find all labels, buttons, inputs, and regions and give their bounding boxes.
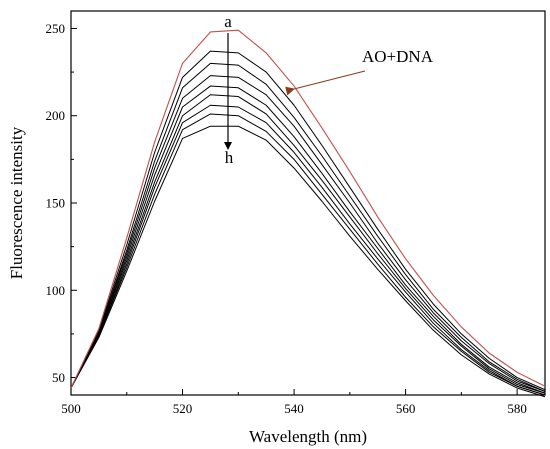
x-tick-label: 520 [173, 401, 193, 416]
series-lines [70, 29, 546, 398]
series-line-2 [70, 62, 546, 392]
y-tick-label: 50 [52, 370, 65, 385]
plot-frame [70, 10, 546, 396]
x-axis-title: Wavelength (nm) [249, 427, 367, 446]
series-line-7 [70, 113, 546, 396]
x-tick-label: 560 [396, 401, 416, 416]
series-line-6 [70, 104, 546, 396]
label-a: a [224, 12, 232, 31]
y-tick-label: 200 [46, 108, 66, 123]
y-axis-ticks: 50 100 150 200 250 [46, 21, 77, 385]
series-line-8 [70, 125, 546, 398]
series-line-4 [70, 85, 546, 394]
y-axis-title: Fluorescence intensity [7, 126, 26, 279]
x-tick-label: 580 [507, 401, 527, 416]
y-tick-label: 150 [46, 196, 66, 211]
y-tick-label: 100 [46, 283, 66, 298]
x-tick-label: 540 [284, 401, 304, 416]
series-callout-arrow [285, 70, 366, 96]
series-line-5 [70, 94, 546, 394]
series-line-1 [70, 50, 546, 391]
x-tick-label: 500 [61, 401, 81, 416]
series-line-ao-dna [70, 29, 546, 389]
x-axis-ticks: 500 520 540 560 580 [61, 389, 527, 416]
y-tick-label: 250 [46, 21, 66, 36]
series-line-3 [70, 75, 546, 392]
label-h: h [225, 148, 234, 167]
series-callout-label: AO+DNA [362, 47, 434, 66]
